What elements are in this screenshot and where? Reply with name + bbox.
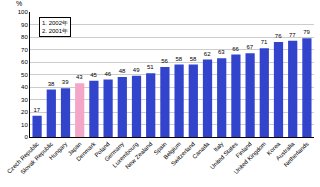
svg-text:76: 76 bbox=[275, 33, 282, 39]
svg-text:45: 45 bbox=[90, 72, 97, 78]
svg-text:Korea: Korea bbox=[266, 140, 282, 156]
svg-text:Netherlands: Netherlands bbox=[283, 141, 310, 168]
svg-text:71: 71 bbox=[261, 39, 268, 45]
svg-text:40: 40 bbox=[21, 84, 28, 90]
svg-text:United States: United States bbox=[209, 141, 239, 171]
svg-text:10: 10 bbox=[21, 122, 28, 128]
svg-text:Spain: Spain bbox=[153, 141, 168, 156]
svg-text:51: 51 bbox=[147, 64, 154, 70]
svg-text:38: 38 bbox=[48, 81, 55, 87]
svg-text:63: 63 bbox=[218, 49, 225, 55]
svg-text:90: 90 bbox=[21, 22, 28, 28]
svg-text:58: 58 bbox=[190, 56, 197, 62]
svg-text:80: 80 bbox=[21, 34, 28, 40]
svg-text:Poland: Poland bbox=[93, 141, 110, 158]
svg-text:17: 17 bbox=[33, 107, 40, 113]
svg-text:79: 79 bbox=[303, 29, 310, 35]
svg-text:Luxembourg: Luxembourg bbox=[111, 141, 139, 169]
svg-text:66: 66 bbox=[232, 46, 239, 52]
svg-text:Australia: Australia bbox=[275, 140, 296, 161]
svg-text:Italy: Italy bbox=[212, 141, 224, 153]
svg-text:Canada: Canada bbox=[191, 140, 211, 160]
svg-text:United Kingdom: United Kingdom bbox=[233, 141, 267, 175]
svg-text:46: 46 bbox=[104, 71, 111, 77]
svg-text:30: 30 bbox=[21, 97, 28, 103]
svg-text:50: 50 bbox=[21, 72, 28, 78]
svg-text:62: 62 bbox=[204, 51, 211, 57]
svg-text:Belgium: Belgium bbox=[162, 141, 182, 161]
svg-text:Finland: Finland bbox=[235, 141, 253, 159]
svg-text:43: 43 bbox=[76, 74, 83, 80]
svg-text:20: 20 bbox=[21, 109, 28, 115]
svg-text:0: 0 bbox=[24, 134, 28, 140]
svg-text:Germany: Germany bbox=[103, 141, 125, 163]
svg-text:Switzerland: Switzerland bbox=[170, 141, 196, 167]
svg-text:Hungary: Hungary bbox=[48, 141, 68, 161]
svg-text:70: 70 bbox=[21, 47, 28, 53]
svg-text:67: 67 bbox=[246, 44, 253, 50]
svg-text:77: 77 bbox=[289, 32, 296, 38]
svg-text:%: % bbox=[16, 0, 22, 7]
svg-text:56: 56 bbox=[161, 58, 168, 64]
svg-text:49: 49 bbox=[133, 67, 140, 73]
svg-text:58: 58 bbox=[175, 56, 182, 62]
svg-text:Denmark: Denmark bbox=[75, 140, 97, 162]
svg-text:Czech Republic: Czech Republic bbox=[6, 141, 40, 175]
svg-text:48: 48 bbox=[119, 68, 126, 74]
svg-text:100: 100 bbox=[18, 9, 29, 15]
svg-text:Japan: Japan bbox=[67, 141, 83, 157]
svg-text:New Zealand: New Zealand bbox=[124, 141, 153, 170]
svg-text:1. 2002年2. 2001年: 1. 2002年2. 2001年 bbox=[42, 20, 68, 34]
svg-text:60: 60 bbox=[21, 59, 28, 65]
svg-text:Slovak Republic: Slovak Republic bbox=[19, 141, 54, 176]
svg-text:39: 39 bbox=[62, 79, 69, 85]
